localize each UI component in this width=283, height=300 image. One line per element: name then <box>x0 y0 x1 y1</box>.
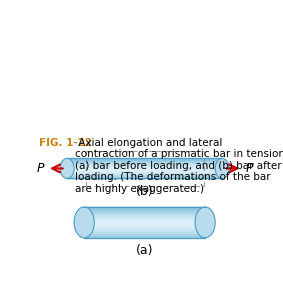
Bar <box>67 168 222 169</box>
Bar <box>84 233 205 234</box>
Bar <box>84 212 205 213</box>
Bar <box>67 173 222 174</box>
Bar <box>84 228 205 229</box>
Bar <box>67 165 222 166</box>
Bar <box>84 220 205 221</box>
Bar <box>84 228 205 229</box>
Text: P: P <box>37 162 44 175</box>
Bar <box>67 172 222 173</box>
Bar <box>84 224 205 225</box>
Bar <box>67 171 222 172</box>
Bar <box>84 231 205 232</box>
Bar <box>84 231 205 232</box>
Bar <box>67 159 222 160</box>
Bar <box>84 232 205 233</box>
Bar <box>84 213 205 214</box>
Bar <box>84 215 205 216</box>
Bar <box>67 169 222 170</box>
Bar <box>84 210 205 211</box>
Bar <box>84 217 205 218</box>
Bar <box>84 227 205 228</box>
Bar <box>67 162 222 163</box>
Bar <box>84 236 205 237</box>
Text: FIG. 1-22: FIG. 1-22 <box>39 138 92 148</box>
Bar <box>84 233 205 234</box>
Bar <box>84 226 205 227</box>
Bar <box>84 207 205 208</box>
Bar <box>67 175 222 176</box>
Bar <box>67 161 222 162</box>
Text: P: P <box>245 162 253 175</box>
Bar <box>84 207 205 208</box>
Bar <box>84 210 205 211</box>
Bar <box>67 170 222 171</box>
Bar <box>67 158 222 159</box>
Bar <box>84 223 205 224</box>
Bar <box>84 222 205 223</box>
Text: Axial elongation and lateral
contraction of a prismatic bar in tension:
(a) bar : Axial elongation and lateral contraction… <box>75 138 283 194</box>
Bar <box>84 225 205 226</box>
Bar <box>67 163 222 164</box>
Bar <box>84 215 205 216</box>
Bar <box>84 220 205 221</box>
Bar <box>84 223 205 224</box>
Bar <box>84 212 205 213</box>
Bar <box>67 177 222 178</box>
Bar <box>67 172 222 173</box>
Text: (a): (a) <box>136 244 153 257</box>
Bar <box>84 237 205 238</box>
Bar <box>67 160 222 161</box>
Bar <box>67 169 222 170</box>
Bar <box>67 163 222 164</box>
Bar <box>67 160 222 161</box>
Bar <box>84 229 205 230</box>
Text: (b): (b) <box>136 184 153 198</box>
Bar <box>67 164 222 165</box>
Ellipse shape <box>60 158 74 178</box>
Bar <box>84 219 205 220</box>
Bar <box>84 214 205 215</box>
Bar <box>84 235 205 236</box>
Ellipse shape <box>74 207 94 238</box>
Bar <box>67 174 222 175</box>
Ellipse shape <box>195 207 215 238</box>
Bar <box>67 167 222 168</box>
Bar <box>67 166 222 167</box>
Bar <box>84 230 205 231</box>
Bar <box>84 208 205 209</box>
Bar <box>84 218 205 219</box>
Ellipse shape <box>215 158 229 178</box>
Bar <box>84 230 205 231</box>
Bar <box>84 234 205 235</box>
Bar <box>84 221 205 222</box>
Bar <box>84 216 205 217</box>
Bar <box>84 209 205 210</box>
Bar <box>67 176 222 177</box>
